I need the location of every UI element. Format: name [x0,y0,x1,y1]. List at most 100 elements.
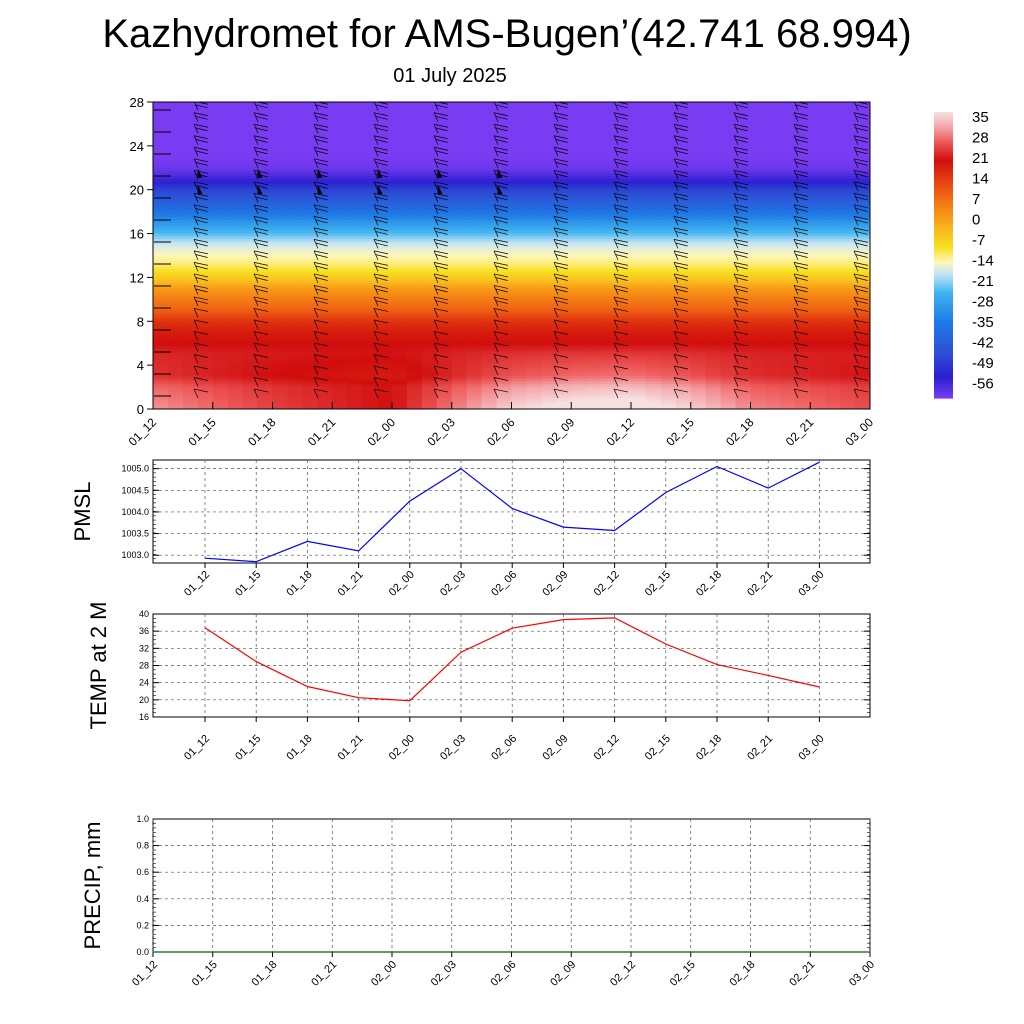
heatmap-cell [660,258,677,262]
heatmap-cell [720,282,737,287]
heatmap-cell [302,406,318,409]
heatmap-cell [735,236,752,240]
heatmap-cell [765,345,781,350]
heatmap-cell [182,285,199,289]
heatmap-cell [660,277,677,281]
heatmap-cell [616,271,632,276]
heatmap-cell [436,348,453,353]
heatmap-cell [631,285,647,289]
heatmap-cell [197,145,214,150]
heatmap-cell [675,102,692,106]
heatmap-cell [317,348,333,353]
heatmap-cell [586,192,602,196]
heatmap-cell [406,230,423,235]
heatmap-cell [392,282,408,287]
heatmap-cell [242,102,259,106]
heatmap-cell [287,192,303,196]
heatmap-cell [780,345,796,350]
heatmap-cell [153,403,169,407]
heatmap-cell [182,225,199,229]
heatmap-cell [810,271,826,276]
heatmap-cell [556,255,572,259]
heatmap-cell [645,299,662,303]
heatmap-cell [586,406,602,409]
heatmap-cell [810,140,826,144]
heatmap-cell [227,121,244,125]
heatmap-cell [257,118,274,122]
heatmap-cell [466,389,483,394]
heatmap-cell [616,176,632,180]
heatmap-cell [167,293,184,298]
heatmap-cell [302,219,318,224]
heatmap-cell [780,378,796,383]
heatmap-cell [227,367,244,372]
heatmap-cell [421,269,438,273]
heatmap-cell [660,274,677,279]
heatmap-cell [780,225,796,229]
heatmap-cell [795,132,811,136]
heatmap-cell [601,266,617,270]
heatmap-cell [392,345,408,350]
heatmap-cell [302,118,318,122]
heatmap-cell [392,340,408,344]
heatmap-cell [616,233,632,237]
heatmap-cell [436,222,453,226]
heatmap-cell [556,337,572,342]
heatmap-cell [242,269,259,273]
heatmap-cell [810,208,826,213]
heatmap-cell [197,225,214,229]
heatmap-cell [212,121,229,125]
heatmap-cell [347,123,363,128]
heatmap-cell [601,145,617,150]
heatmap-cell [675,376,692,380]
heatmap-cell [227,148,244,152]
heatmap-cell [153,288,169,292]
heatmap-cell [690,143,707,147]
heatmap-cell [795,115,811,120]
heatmap-cell [153,236,169,240]
heatmap-cell [332,181,348,185]
heatmap-cell [795,324,811,328]
heatmap-cell [197,351,214,355]
heatmap-cell [242,208,259,213]
heatmap-cell [780,365,796,369]
heatmap-cell [795,184,811,188]
heatmap-cell [227,233,244,237]
heatmap-cell [466,129,483,133]
heatmap-cell [421,165,438,169]
heatmap-cell [272,200,289,205]
heatmap-cell [332,359,348,363]
heatmap-cell [556,121,572,125]
heatmap-cell [167,162,184,166]
heatmap-cell [153,293,169,298]
heatmap-cell [272,403,289,407]
heatmap-cell [556,156,572,161]
heatmap-cell [212,145,229,150]
heatmap-cell [302,200,318,205]
heatmap-cell [227,334,244,339]
heatmap-cell [810,159,826,163]
heatmap-cell [645,282,662,287]
heatmap-cell [242,345,259,350]
heatmap-cell [541,329,557,333]
heatmap-cell [287,332,303,336]
heatmap-cell [481,126,498,131]
heatmap-cell [451,378,468,383]
heatmap-cell [765,104,781,109]
heatmap-cell [317,356,333,361]
heatmap-cell [227,274,244,279]
heatmap-cell [167,315,184,320]
heatmap-cell [257,376,274,380]
heatmap-cell [302,134,318,139]
heatmap-cell [675,250,692,254]
heatmap-cell [182,206,199,210]
heatmap-cell [153,181,169,185]
heatmap-cell [481,115,498,120]
heatmap-cell [317,296,333,300]
heatmap-cell [750,197,767,202]
heatmap-cell [645,203,662,207]
heatmap-cell [212,274,229,279]
heatmap-cell [690,334,707,339]
heatmap-cell [347,288,363,292]
